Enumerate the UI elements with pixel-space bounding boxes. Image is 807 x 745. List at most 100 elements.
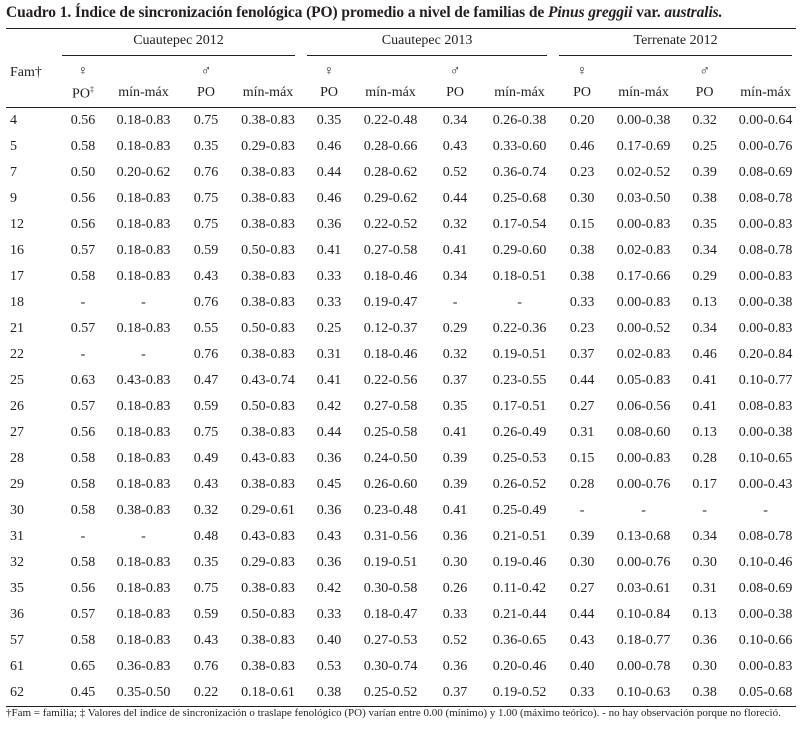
- po-cell: 0.44: [569, 607, 595, 622]
- minmax-cell: 0.24-0.50: [363, 451, 418, 466]
- table-row: 30 0.58 0.38-0.83 0.32 0.29-0.61 0.36 0.23-0.4…: [6, 498, 796, 524]
- minmax-cell: 0.38-0.83: [241, 477, 295, 492]
- minmax-cell: 0.08-0.78: [738, 191, 793, 206]
- minmax-cell: 0.18-0.83: [116, 321, 171, 336]
- minmax-cell: 0.08-0.60: [616, 425, 671, 440]
- sex-spacer: [488, 59, 551, 85]
- po-cell: 0.33: [551, 680, 614, 707]
- po-cell: 0.75: [193, 581, 219, 596]
- po-cell: 0.41: [442, 425, 468, 440]
- minmax-cell: 0.00-0.83: [738, 217, 793, 232]
- po-cell: 0.76: [193, 347, 219, 362]
- female-symbol-icon: ♀: [323, 64, 335, 79]
- po-cell: 0.26: [442, 581, 468, 596]
- minmax-cell: 0.29-0.83: [241, 555, 295, 570]
- po-cell: 0.41: [692, 399, 717, 414]
- minmax-cell: 0.00-0.83: [738, 321, 793, 336]
- po-header: PO: [299, 85, 360, 108]
- minmax-cell: 0.20-0.46: [492, 659, 547, 674]
- table-row: 26 0.57 0.18-0.83 0.59 0.50-0.83 0.42 0.27-0.5…: [6, 394, 796, 420]
- minmax-cell: 0.33-0.60: [492, 139, 547, 154]
- po-cell: -: [702, 503, 707, 518]
- po-cell: 0.43: [569, 633, 595, 648]
- minmax-cell: -: [763, 503, 768, 518]
- minmax-cell: 0.18-0.83: [116, 555, 171, 570]
- po-cell: 0.32: [442, 347, 468, 362]
- minmax-cell: 0.05-0.68: [735, 680, 797, 707]
- minmax-cell: 0.19-0.51: [363, 555, 418, 570]
- po-cell: 0.76: [193, 659, 219, 674]
- po-cell: 0.46: [692, 347, 717, 362]
- po-cell: 0.44: [316, 425, 342, 440]
- po-cell: 0.33: [316, 607, 342, 622]
- po-cell: 0.13: [692, 425, 717, 440]
- po-cell: 0.57: [70, 243, 96, 258]
- po-cell: 0.58: [70, 451, 96, 466]
- family-cell: 30: [10, 503, 24, 518]
- minmax-cell: 0.27-0.58: [363, 243, 418, 258]
- minmax-cell: -: [141, 295, 146, 310]
- minmax-cell: 0.18-0.83: [116, 425, 171, 440]
- minmax-cell: 0.26-0.38: [492, 113, 547, 128]
- minmax-cell: 0.18-0.46: [363, 347, 418, 362]
- po-cell: 0.40: [569, 659, 595, 674]
- table-row: 16 0.57 0.18-0.83 0.59 0.50-0.83 0.41 0.27-0.5…: [6, 238, 796, 264]
- family-cell: 32: [10, 555, 24, 570]
- female-symbol-icon: ♀: [77, 64, 89, 79]
- po-cell: 0.35: [193, 555, 219, 570]
- minmax-cell: 0.10-0.65: [738, 451, 793, 466]
- po-cell: 0.57: [70, 399, 96, 414]
- family-cell: 26: [10, 399, 24, 414]
- minmax-cell: 0.20-0.62: [116, 165, 171, 180]
- po-cell: 0.48: [193, 529, 219, 544]
- minmax-cell: 0.38-0.83: [241, 269, 295, 284]
- family-cell: 21: [10, 321, 24, 336]
- po-cell: 0.27: [569, 581, 595, 596]
- table-row: 18 - - 0.76 0.38-0.83 0.33 0.19-0.47 - - 0.33 0.00…: [6, 290, 796, 316]
- table-row: 22 - - 0.76 0.38-0.83 0.31 0.18-0.46 0.32 0.19-0…: [6, 342, 796, 368]
- po-cell: 0.36: [316, 451, 342, 466]
- minmax-cell: 0.03-0.50: [616, 191, 671, 206]
- table-row: 36 0.57 0.18-0.83 0.59 0.50-0.83 0.33 0.18-0.4…: [6, 602, 796, 628]
- po-header: PO‡: [54, 85, 112, 108]
- po-cell: 0.31: [692, 581, 717, 596]
- minmax-cell: 0.00-0.43: [738, 477, 793, 492]
- minmax-cell: 0.38-0.83: [241, 113, 295, 128]
- po-cell: 0.58: [70, 555, 96, 570]
- minmax-cell: 0.00-0.76: [616, 477, 671, 492]
- po-cell: 0.36: [442, 529, 468, 544]
- po-cell: 0.25: [692, 139, 717, 154]
- minmax-cell: 0.00-0.83: [616, 217, 671, 232]
- minmax-cell: 0.00-0.76: [616, 555, 671, 570]
- minmax-cell: 0.00-0.38: [738, 425, 793, 440]
- po-cell: 0.32: [193, 503, 219, 518]
- po-cell: 0.43: [193, 269, 219, 284]
- po-cell: -: [452, 295, 458, 310]
- family-cell: 35: [10, 581, 24, 596]
- minmax-cell: 0.27-0.58: [363, 399, 418, 414]
- family-cell: 12: [10, 217, 24, 232]
- family-cell: 61: [10, 659, 24, 674]
- po-cell: 0.56: [70, 191, 96, 206]
- group-header-cuautepec-2012: Cuautepec 2012: [54, 28, 300, 59]
- minmax-cell: 0.18-0.83: [116, 607, 171, 622]
- po-cell: 0.30: [442, 555, 468, 570]
- po-cell: 0.46: [316, 139, 342, 154]
- minmax-cell: 0.29-0.83: [241, 139, 295, 154]
- po-cell: 0.37: [569, 347, 595, 362]
- minmax-cell: 0.11-0.42: [492, 581, 547, 596]
- po-cell: 0.38: [674, 680, 736, 707]
- minmax-cell: 0.25-0.52: [359, 680, 423, 707]
- minmax-cell: 0.00-0.83: [616, 295, 671, 310]
- po-cell: 0.13: [692, 607, 717, 622]
- minmax-cell: 0.06-0.56: [616, 399, 671, 414]
- minmax-cell: 0.43-0.74: [241, 373, 295, 388]
- minmax-cell: 0.10-0.84: [616, 607, 671, 622]
- minmax-cell: 0.26-0.52: [492, 477, 547, 492]
- po-cell: 0.30: [569, 191, 595, 206]
- po-cell: 0.33: [442, 607, 468, 622]
- po-cell: 0.65: [70, 659, 96, 674]
- po-cell: 0.13: [692, 295, 717, 310]
- group-header-terrenate-2012: Terrenate 2012: [551, 28, 797, 59]
- table-row: 61 0.65 0.36-0.83 0.76 0.38-0.83 0.53 0.30-0.7…: [6, 654, 796, 680]
